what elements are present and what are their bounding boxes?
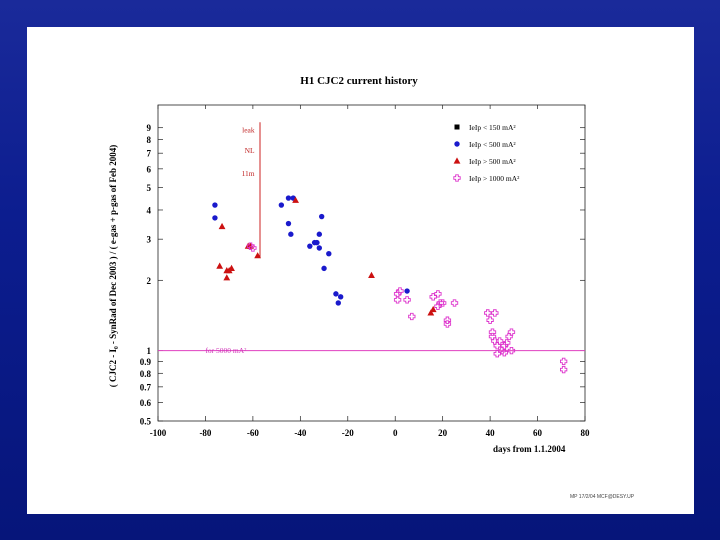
data-point-series-3 bbox=[443, 320, 452, 328]
data-point-series-3 bbox=[249, 244, 257, 252]
data-point-series-1 bbox=[285, 195, 292, 201]
data-point-series-1 bbox=[335, 300, 341, 306]
data-point-series-3 bbox=[500, 349, 508, 357]
data-point-series-2 bbox=[292, 196, 299, 203]
data-point-series-3 bbox=[493, 342, 501, 350]
data-point-series-1 bbox=[404, 288, 410, 294]
data-point-series-1 bbox=[212, 202, 218, 208]
data-point-series-1 bbox=[314, 239, 320, 246]
y-tick-label: 8 bbox=[147, 135, 152, 145]
annotation-0: leak bbox=[242, 125, 255, 134]
data-point-series-3 bbox=[560, 365, 568, 374]
x-tick-label: -20 bbox=[342, 428, 354, 438]
footer-credit: MP 17/2/04 MCF@DESY.UP bbox=[570, 494, 635, 500]
data-point-series-2 bbox=[429, 305, 437, 313]
y-tick-label: 0.6 bbox=[140, 398, 152, 408]
legend-label-3: IeIp > 1000 mA² bbox=[469, 174, 520, 183]
data-point-series-3 bbox=[493, 350, 501, 358]
annotation-2: 11m bbox=[242, 169, 255, 178]
plot-frame bbox=[157, 104, 586, 422]
data-point-series-1 bbox=[326, 250, 332, 257]
data-point-series-1 bbox=[316, 245, 323, 251]
annotation-1: NL bbox=[245, 146, 255, 155]
data-point-series-2 bbox=[216, 262, 224, 269]
data-point-series-3 bbox=[491, 309, 499, 317]
chart-title: H1 CJC2 current history bbox=[300, 75, 418, 87]
x-tick-label: -80 bbox=[199, 428, 211, 438]
x-tick-label: -100 bbox=[150, 428, 167, 438]
data-point-series-2 bbox=[427, 309, 435, 316]
data-point-series-2 bbox=[368, 271, 375, 278]
data-point-series-1 bbox=[333, 291, 339, 297]
x-tick-label: -40 bbox=[294, 428, 306, 438]
x-tick-label: 40 bbox=[486, 428, 496, 438]
data-point-series-1 bbox=[212, 215, 218, 221]
x-tick-label: -60 bbox=[247, 428, 259, 438]
data-point-series-3 bbox=[505, 332, 513, 341]
y-tick-label: 5 bbox=[147, 183, 152, 193]
data-point-series-3 bbox=[484, 309, 492, 317]
legend-marker-0 bbox=[454, 124, 460, 130]
data-point-series-3 bbox=[486, 316, 494, 324]
y-tick-label: 3 bbox=[147, 235, 152, 245]
annotation-3: for 5000 mA² bbox=[205, 346, 247, 355]
data-point-series-3 bbox=[488, 332, 497, 341]
y-tick-label: 9 bbox=[147, 123, 152, 133]
data-point-series-1 bbox=[285, 220, 292, 227]
data-point-series-1 bbox=[321, 265, 327, 272]
y-tick-label: 0.5 bbox=[140, 417, 152, 427]
slide-panel: H1 CJC2 current history ( CJC2 - I₀ - Sy… bbox=[27, 27, 694, 514]
data-point-series-3 bbox=[393, 296, 402, 304]
scatter-chart: H1 CJC2 current history ( CJC2 - I₀ - Sy… bbox=[108, 75, 591, 454]
y-tick-label: 1 bbox=[147, 346, 152, 356]
x-tick-label: 0 bbox=[393, 428, 398, 438]
data-point-series-1 bbox=[316, 231, 323, 237]
y-tick-label: 6 bbox=[147, 164, 152, 174]
data-point-series-2 bbox=[228, 264, 235, 271]
x-tick-label: 20 bbox=[438, 428, 448, 438]
data-point-series-3 bbox=[450, 299, 459, 307]
data-point-series-2 bbox=[223, 274, 231, 281]
y-tick-label: 0.8 bbox=[140, 369, 152, 379]
legend-marker-2 bbox=[453, 157, 461, 164]
data-point-series-3 bbox=[507, 328, 516, 336]
data-point-series-2 bbox=[254, 252, 262, 259]
data-point-series-2 bbox=[218, 222, 226, 230]
data-point-series-3 bbox=[408, 312, 416, 321]
data-point-series-1 bbox=[307, 243, 313, 249]
x-tick-label: 80 bbox=[581, 428, 591, 438]
data-point-series-3 bbox=[434, 290, 442, 298]
y-axis-label: ( CJC2 - I₀ - SynRad of Dec 2003 ) / ( e… bbox=[108, 145, 118, 388]
data-point-series-3 bbox=[488, 328, 497, 336]
data-point-series-3 bbox=[443, 316, 452, 324]
data-point-series-3 bbox=[429, 293, 437, 301]
data-point-series-3 bbox=[507, 347, 516, 355]
data-point-series-3 bbox=[495, 337, 504, 345]
data-point-series-3 bbox=[396, 287, 404, 295]
legend-label-0: IeIp < 150 mA² bbox=[469, 123, 516, 132]
data-point-series-3 bbox=[403, 296, 411, 304]
y-tick-label: 0.9 bbox=[140, 357, 152, 367]
legend-marker-1 bbox=[454, 141, 460, 147]
data-point-series-3 bbox=[491, 337, 499, 345]
y-tick-label: 2 bbox=[147, 276, 152, 286]
data-point-series-3 bbox=[560, 357, 568, 366]
y-tick-label: 0.7 bbox=[140, 382, 152, 392]
data-point-series-1 bbox=[318, 213, 325, 220]
legend-marker-3 bbox=[453, 174, 461, 182]
x-tick-label: 60 bbox=[533, 428, 543, 438]
data-point-series-1 bbox=[288, 231, 294, 237]
data-point-series-3 bbox=[503, 339, 511, 347]
x-axis-label: days from 1.1.2004 bbox=[493, 444, 566, 454]
legend-label-2: IeIp > 500 mA² bbox=[469, 157, 516, 166]
data-point-series-1 bbox=[278, 202, 285, 208]
legend-label-1: IeIp < 500 mA² bbox=[469, 140, 516, 149]
data-point-series-3 bbox=[439, 299, 447, 307]
data-point-series-1 bbox=[337, 294, 344, 300]
y-tick-label: 4 bbox=[147, 205, 152, 215]
y-tick-label: 7 bbox=[147, 149, 152, 159]
